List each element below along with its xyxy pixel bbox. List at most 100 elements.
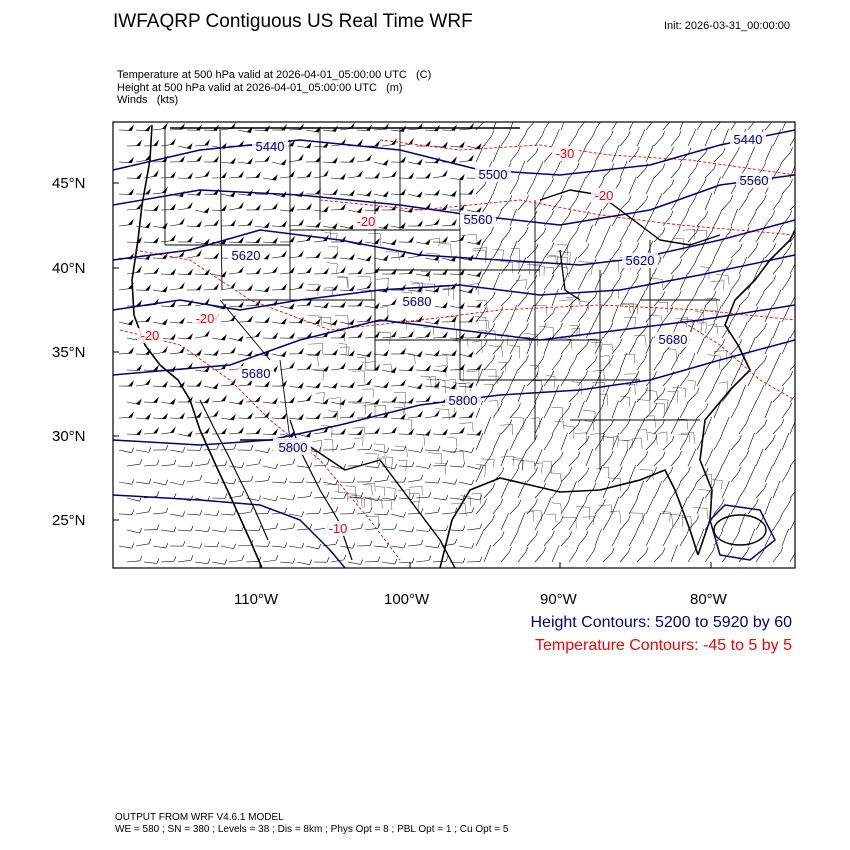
height-contour-label: 5680 [399, 294, 435, 309]
wind-barb [126, 428, 142, 435]
wind-barb [543, 178, 554, 195]
wind-barb [194, 426, 210, 435]
wind-barb [381, 203, 397, 211]
wind-barb [713, 369, 723, 387]
wind-barb [560, 531, 572, 547]
county-line [624, 317, 636, 328]
wind-barb [509, 466, 520, 483]
wind-barb [424, 507, 441, 515]
wind-barb [543, 122, 550, 131]
county-line [481, 458, 495, 468]
wind-barb [356, 315, 372, 323]
county-line [386, 487, 396, 502]
county-line [666, 390, 679, 403]
lon-label-90w: 90°W [540, 591, 577, 608]
wind-barb [143, 396, 159, 403]
svg-text:5800: 5800 [449, 393, 478, 408]
wind-barb [186, 154, 202, 163]
wind-barb [662, 179, 675, 195]
wind-barb [347, 492, 364, 499]
wind-barb [551, 194, 563, 211]
county-line [345, 493, 358, 503]
wind-barb [330, 331, 346, 339]
wind-barb [237, 350, 253, 357]
wind-barb [551, 451, 564, 467]
wind-barb [390, 445, 407, 451]
wind-barb [339, 411, 355, 419]
wind-barb [645, 529, 655, 547]
wind-barb [645, 145, 654, 163]
wind-barb [160, 398, 176, 405]
temperature-contour-label: -20 [192, 311, 218, 326]
wind-barb [602, 290, 614, 307]
county-line [439, 285, 449, 296]
county-line [440, 243, 452, 256]
height-contour-label: 5560 [736, 173, 772, 188]
county-line [515, 279, 528, 289]
height-field-label: Height at 500 hPa valid at 2026-04-01_05… [117, 81, 403, 94]
wind-barb [628, 400, 637, 419]
wind-barb [347, 396, 363, 403]
wind-barb [279, 396, 295, 404]
wind-barb [551, 288, 559, 307]
height-contour [113, 174, 795, 226]
wind-barb [194, 139, 210, 147]
wind-barb [577, 467, 590, 483]
wind-barb [126, 172, 142, 179]
wind-barb [730, 145, 741, 163]
wind-barb [228, 335, 244, 342]
wind-barb [551, 482, 562, 499]
wind-barb [789, 263, 795, 275]
wind-barb [747, 369, 757, 387]
county-line [632, 437, 643, 449]
wind-barb [772, 161, 783, 179]
field-descriptions: Temperature at 500 hPa valid at 2026-04-… [117, 69, 431, 107]
lon-label-100w: 100°W [384, 591, 430, 608]
wind-barb [636, 387, 648, 403]
county-line [554, 420, 565, 430]
county-line [453, 382, 466, 395]
svg-text:5680: 5680 [242, 366, 271, 381]
wind-barb [789, 459, 795, 467]
wind-barb [211, 559, 228, 565]
county-line [516, 262, 531, 275]
county-line [659, 513, 673, 527]
wind-barb [160, 138, 176, 147]
wind-barb [713, 122, 721, 131]
wind-barb [118, 156, 134, 164]
county-line [373, 443, 386, 456]
lat-label-30n: 30°N [52, 428, 86, 445]
wind-barb [670, 451, 682, 467]
svg-text:5680: 5680 [659, 332, 688, 347]
wind-barb [492, 498, 504, 515]
wind-barb [628, 433, 638, 451]
wind-barb [577, 211, 589, 227]
wind-barb [271, 250, 287, 259]
wind-barb [126, 459, 143, 467]
county-line [450, 451, 465, 462]
wind-barb [398, 138, 414, 147]
wind-barb [500, 448, 508, 467]
wind-barb [322, 382, 338, 389]
wind-barb [237, 315, 253, 323]
wind-barb [687, 352, 696, 371]
wind-barb [228, 236, 244, 244]
wind-barb [254, 221, 270, 229]
wind-barb [373, 542, 390, 548]
wind-barb [152, 222, 168, 229]
county-line [697, 322, 708, 334]
wind-barb [611, 466, 623, 483]
wind-barb [449, 525, 466, 531]
height-legend-text: Height Contours: 5200 to 5920 by 60 [530, 614, 792, 631]
wind-barb [696, 369, 706, 387]
wind-barb [296, 362, 312, 371]
wind-barb [228, 398, 244, 405]
wind-barb [245, 171, 261, 179]
wind-barb [492, 402, 503, 419]
wind-barb [356, 350, 372, 358]
height-contour-label: 5680 [655, 332, 691, 347]
county-line [337, 277, 349, 289]
wind-barb [135, 413, 151, 420]
wind-barb [526, 304, 534, 323]
wind-barb [424, 286, 440, 293]
